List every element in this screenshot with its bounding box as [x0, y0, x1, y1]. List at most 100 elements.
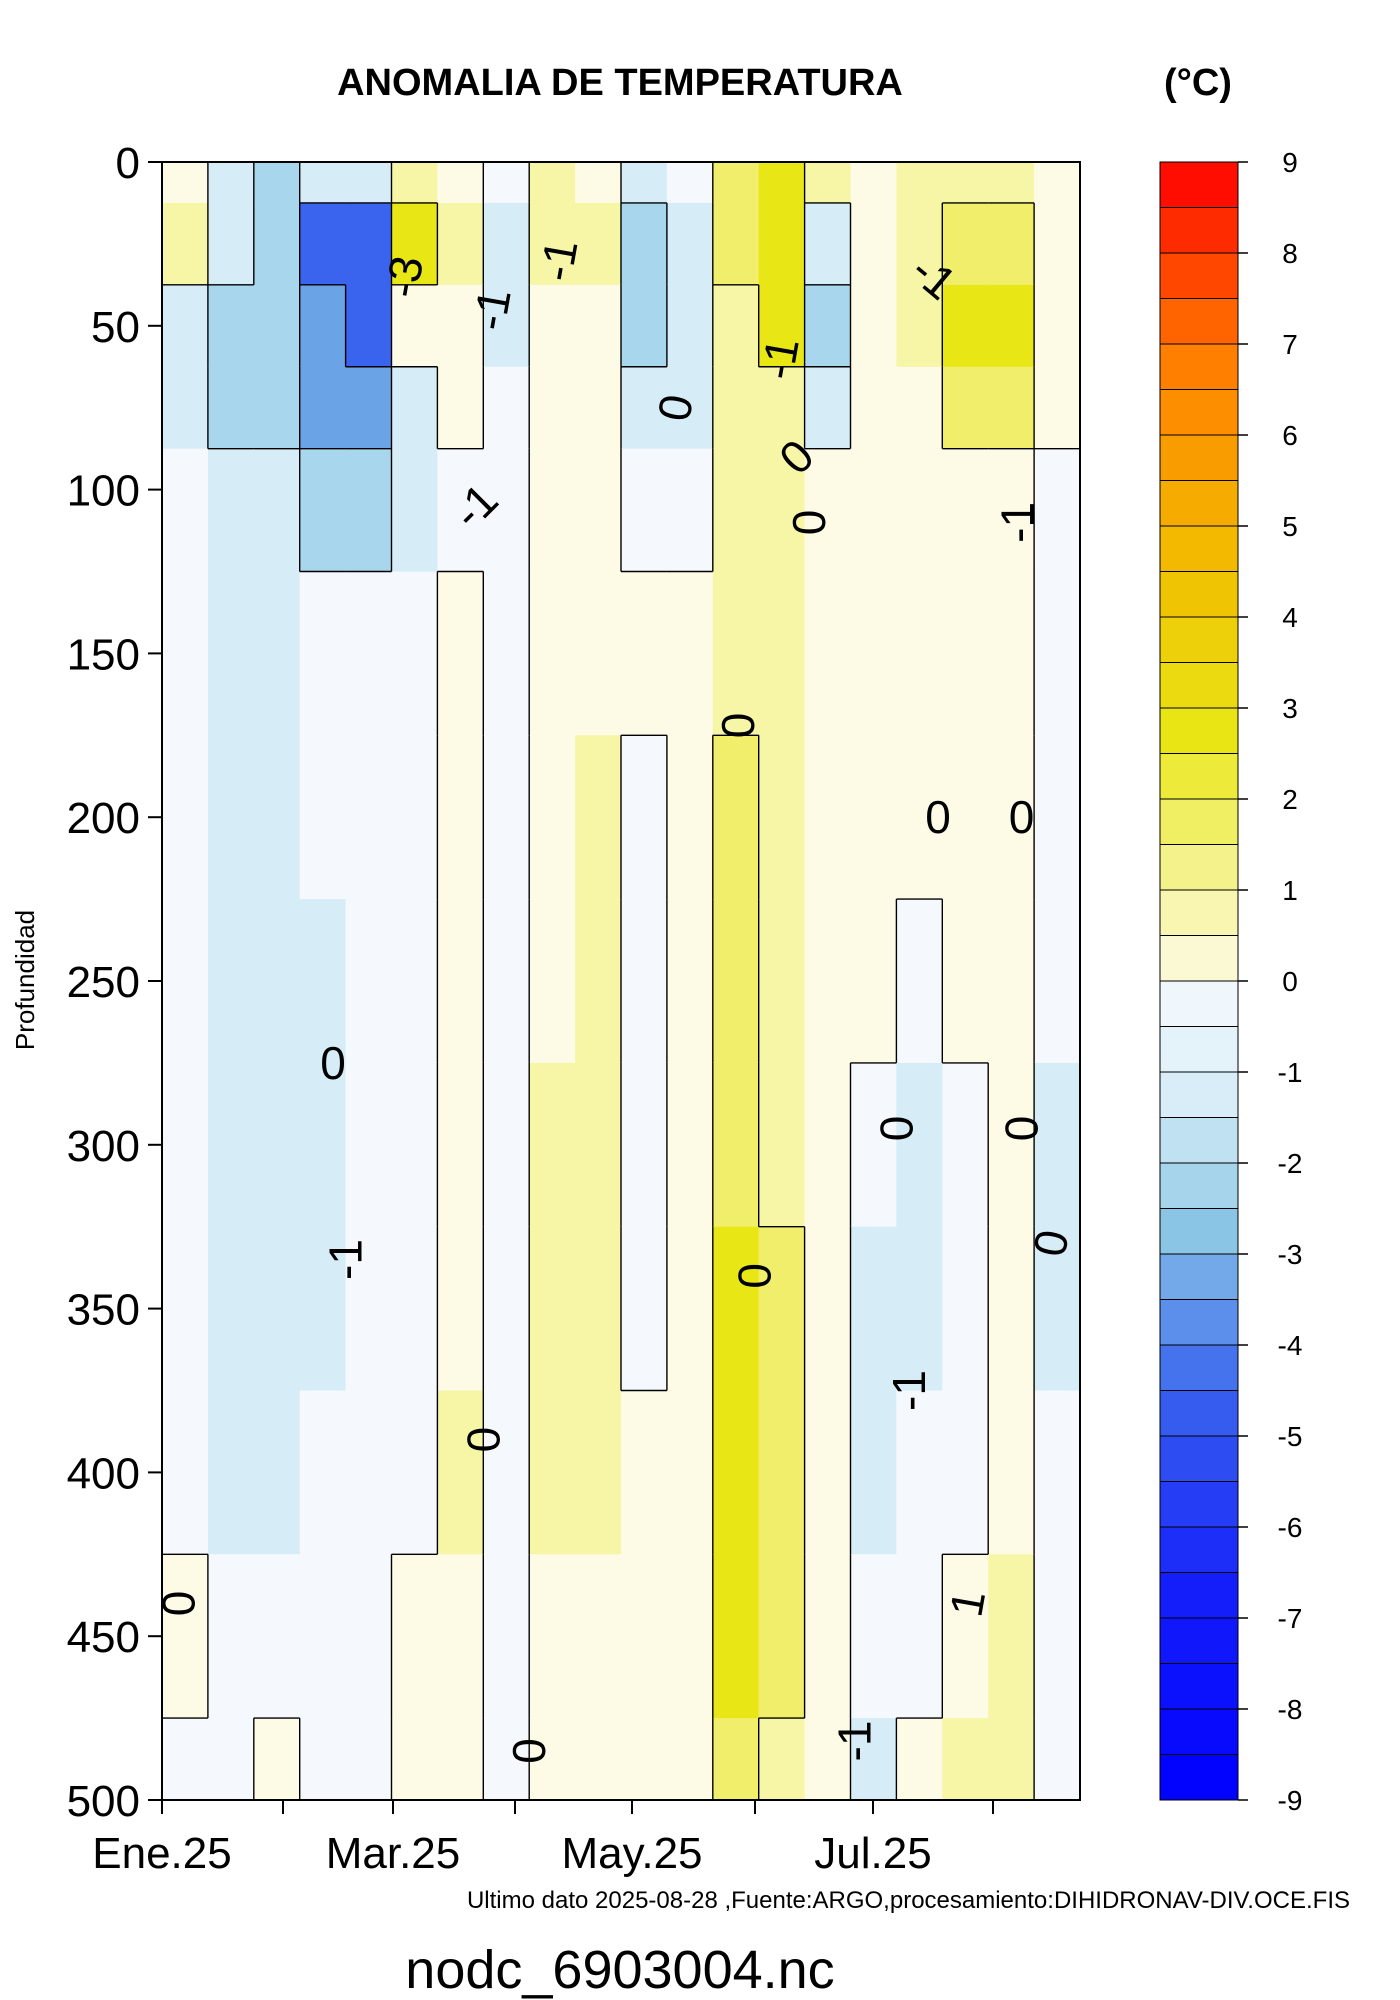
- y-tick-label: 0: [116, 139, 140, 188]
- heatmap-cell: [988, 1226, 1035, 1392]
- heatmap-cell: [621, 1390, 668, 1555]
- heatmap-cell: [896, 162, 943, 204]
- heatmap-cell: [621, 1554, 668, 1719]
- y-tick-label: 200: [67, 794, 140, 843]
- heatmap-cell: [207, 571, 255, 736]
- colorbar-swatch: [1159, 525, 1239, 572]
- heatmap-cell: [621, 202, 668, 286]
- heatmap-cell: [896, 1390, 943, 1555]
- heatmap-cell: [207, 284, 255, 368]
- heatmap-cell: [896, 448, 943, 573]
- colorbar-tick-label: -5: [1278, 1421, 1303, 1452]
- x-tick-label: May.25: [561, 1829, 702, 1878]
- colorbar-swatch: [1159, 252, 1239, 299]
- heatmap-cell: [666, 162, 714, 204]
- heatmap-cell: [988, 1062, 1035, 1228]
- heatmap-cell: [1034, 899, 1081, 1064]
- heatmap-cell: [391, 366, 438, 450]
- colorbar-tick-label: 7: [1282, 329, 1298, 360]
- heatmap-cell: [207, 162, 255, 204]
- heatmap-cell: [666, 1718, 714, 1801]
- heatmap-cell: [712, 1226, 760, 1392]
- heatmap-cell: [758, 1554, 806, 1719]
- contour-label: -3: [375, 252, 433, 301]
- heatmap-cell: [896, 284, 943, 368]
- heatmap-cells: [162, 162, 1081, 1801]
- heatmap-cell: [621, 366, 668, 450]
- heatmap-cell: [942, 571, 989, 736]
- colorbar-swatch: [1159, 980, 1239, 1027]
- heatmap-cell: [299, 571, 347, 736]
- heatmap-cell: [758, 899, 806, 1064]
- y-tick-label: 450: [67, 1613, 140, 1662]
- heatmap-cell: [666, 1226, 714, 1392]
- colorbar-swatch: [1159, 1299, 1239, 1346]
- colorbar-tick-label: 6: [1282, 420, 1298, 451]
- heatmap-cell: [207, 899, 255, 1064]
- heatmap-cell: [299, 284, 347, 368]
- y-tick-label: 400: [67, 1449, 140, 1498]
- heatmap-cell: [391, 448, 438, 573]
- heatmap-cell: [483, 284, 530, 368]
- heatmap-cell: [483, 1226, 530, 1392]
- heatmap-cell: [437, 366, 484, 450]
- footer-source-text: Ultimo dato 2025-08-28 ,Fuente:ARGO,proc…: [467, 1887, 1350, 1914]
- heatmap-cell: [804, 284, 852, 368]
- heatmap-cell: [712, 162, 760, 204]
- heatmap-cell: [391, 1390, 438, 1555]
- filename-caption: nodc_6903004.nc: [405, 1940, 834, 2000]
- heatmap-cell: [299, 448, 347, 573]
- heatmap-cell: [621, 1062, 668, 1228]
- colorbar-tick-label: 8: [1282, 238, 1298, 269]
- colorbar-tick-label: -9: [1278, 1785, 1303, 1816]
- y-tick-label: 50: [91, 303, 140, 352]
- heatmap-cell: [988, 284, 1035, 368]
- heatmap-cell: [207, 1226, 255, 1392]
- contour-label: 0: [1009, 791, 1035, 843]
- colorbar-tick-label: 5: [1282, 511, 1298, 542]
- colorbar-swatch: [1159, 161, 1239, 208]
- heatmap-cell: [207, 1390, 255, 1555]
- colorbar-swatch: [1159, 798, 1239, 845]
- heatmap-cell: [345, 1390, 393, 1555]
- heatmap-cell: [896, 1226, 943, 1392]
- heatmap-cell: [988, 366, 1035, 450]
- colorbar-tick-label: -4: [1278, 1330, 1303, 1361]
- heatmap-cell: [162, 1718, 209, 1801]
- heatmap-cell: [529, 366, 576, 450]
- heatmap-cell: [804, 1062, 852, 1228]
- heatmap-cell: [896, 735, 943, 900]
- heatmap-cell: [666, 1554, 714, 1719]
- heatmap-cell: [666, 366, 714, 450]
- y-axis: 0 50 100 150 200 250 300 350 400 450 500: [67, 139, 163, 1826]
- colorbar-swatch: [1159, 1117, 1239, 1164]
- chart-title: ANOMALIA DE TEMPERATURA: [337, 62, 903, 104]
- heatmap-cell: [345, 366, 393, 450]
- heatmap-cell: [621, 1718, 668, 1801]
- heatmap-cell: [575, 448, 622, 573]
- heatmap-cell: [299, 1226, 347, 1392]
- colorbar-swatch: [1159, 1617, 1239, 1664]
- heatmap-cell: [483, 448, 530, 573]
- heatmap-cell: [391, 1062, 438, 1228]
- heatmap-cell: [666, 202, 714, 286]
- heatmap-cell: [1034, 735, 1081, 900]
- heatmap-cell: [988, 1554, 1035, 1719]
- y-axis-label: Profundidad: [10, 910, 40, 1050]
- heatmap-cell: [712, 571, 760, 736]
- heatmap-cell: [345, 1718, 393, 1801]
- contour-label: 0: [729, 1263, 781, 1289]
- heatmap-cell: [345, 202, 393, 286]
- heatmap-cell: [391, 571, 438, 736]
- heatmap-cell: [437, 735, 484, 900]
- x-tick-label: Jul.25: [814, 1829, 931, 1878]
- heatmap-cell: [575, 735, 622, 900]
- heatmap-cell: [1034, 448, 1081, 573]
- heatmap-cell: [575, 1062, 622, 1228]
- heatmap-cell: [896, 1062, 943, 1228]
- heatmap-cell: [1034, 284, 1081, 368]
- contour-label: 0: [870, 1116, 922, 1142]
- heatmap-cell: [253, 735, 301, 900]
- heatmap-cell: [345, 162, 393, 204]
- heatmap-cell: [207, 448, 255, 573]
